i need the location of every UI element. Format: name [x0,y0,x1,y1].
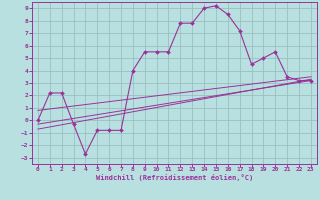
X-axis label: Windchill (Refroidissement éolien,°C): Windchill (Refroidissement éolien,°C) [96,174,253,181]
